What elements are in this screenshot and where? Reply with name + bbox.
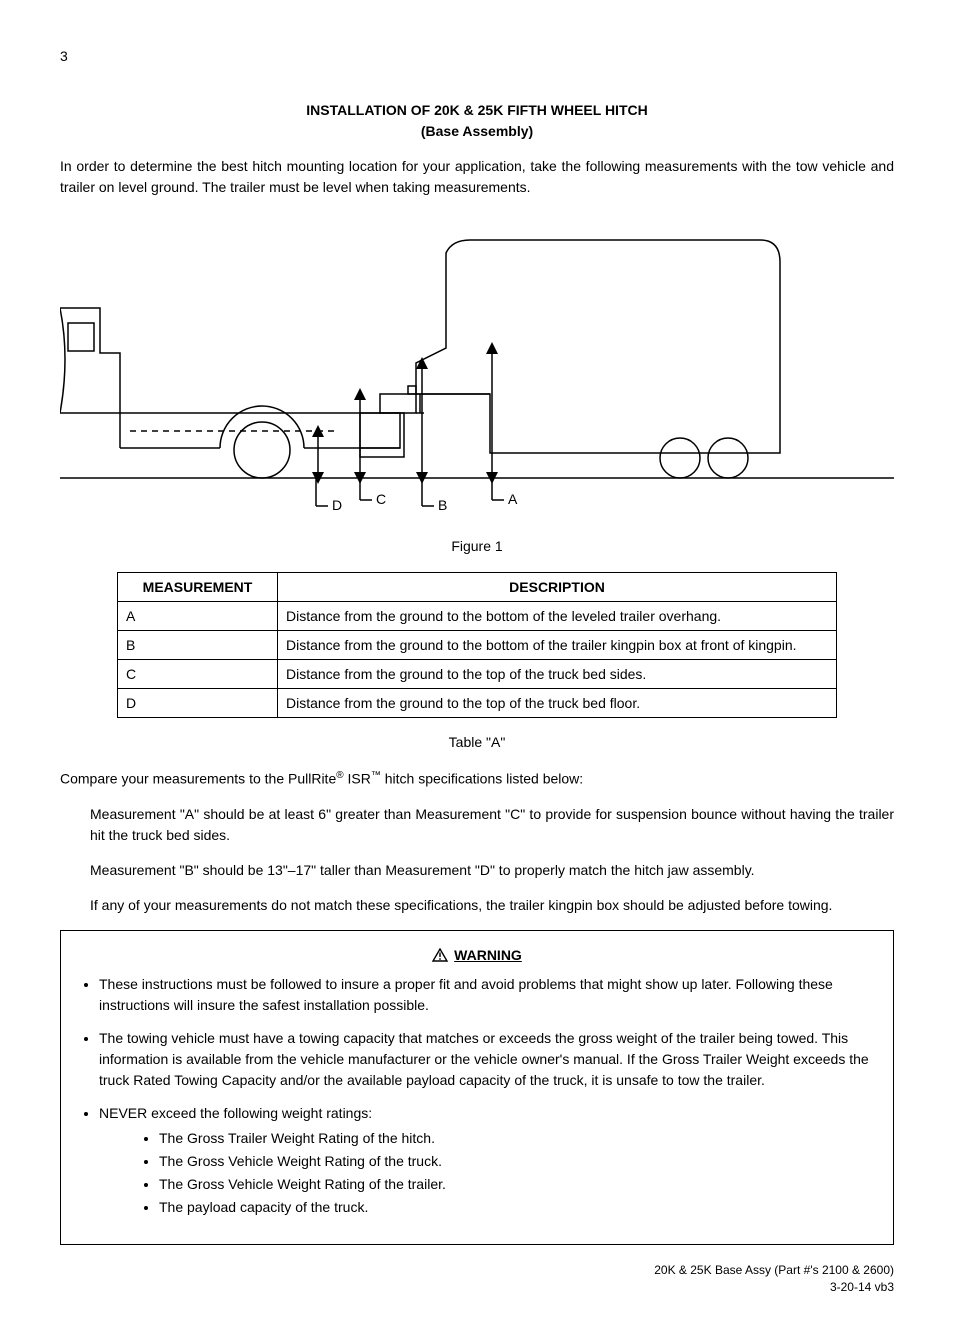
footer-line-2: 3-20-14 vb3 [654,1279,894,1296]
compare-bullet-2: Measurement "B" should be 13"–17" taller… [60,860,894,881]
page-title: INSTALLATION OF 20K & 25K FIFTH WHEEL HI… [60,100,894,142]
measure-label-c: C [376,491,386,507]
warning-heading: WARNING [79,945,875,966]
measure-label-b: B [438,497,447,513]
measure-label-d: D [332,497,342,513]
page-number-top: 3 [60,48,68,64]
warning-triangle-icon [432,948,448,962]
page-footer: 20K & 25K Base Assy (Part #'s 2100 & 260… [654,1262,894,1296]
warning-box: WARNING These instructions must be follo… [60,930,894,1245]
cell-desc: Distance from the ground to the top of t… [278,689,837,718]
th-description: DESCRIPTION [278,573,837,602]
compare-heading: Compare your measurements to the PullRit… [60,768,894,790]
footer-line-1: 20K & 25K Base Assy (Part #'s 2100 & 260… [654,1262,894,1279]
warning-bullet: The towing vehicle must have a towing ca… [99,1028,875,1091]
table-header-row: MEASUREMENT DESCRIPTION [118,573,837,602]
cell-measure: A [118,602,278,631]
cell-desc: Distance from the ground to the bottom o… [278,602,837,631]
th-measurement: MEASUREMENT [118,573,278,602]
compare-bullet-3: If any of your measurements do not match… [60,895,894,916]
warning-bullet: These instructions must be followed to i… [99,974,875,1016]
compare-heading-part1: Compare your measurements to the PullRit… [60,771,336,787]
intro-paragraph: In order to determine the best hitch mou… [60,156,894,198]
figure-caption: Figure 1 [60,538,894,554]
cell-measure: D [118,689,278,718]
warning-sub-bullet: The payload capacity of the truck. [159,1197,875,1218]
title-line-2: (Base Assembly) [421,123,533,139]
trademark-mark: ™ [371,770,381,781]
cell-desc: Distance from the ground to the bottom o… [278,631,837,660]
compare-heading-part2: ISR [344,771,371,787]
warning-sub-bullet: The Gross Vehicle Weight Rating of the t… [159,1151,875,1172]
page-root: 3 INSTALLATION OF 20K & 25K FIFTH WHEEL … [0,0,954,1336]
measurement-table-wrap: MEASUREMENT DESCRIPTION A Distance from … [60,572,894,718]
table-row: B Distance from the ground to the bottom… [118,631,837,660]
warning-sub-bullet-list: The Gross Trailer Weight Rating of the h… [99,1128,875,1218]
warning-label: WARNING [454,947,522,963]
table-row: A Distance from the ground to the bottom… [118,602,837,631]
warning-bullet-list: These instructions must be followed to i… [79,974,875,1218]
warning-bullet: NEVER exceed the following weight rating… [99,1103,875,1218]
warning-sub-bullet: The Gross Vehicle Weight Rating of the t… [159,1174,875,1195]
warning-sub-bullet: The Gross Trailer Weight Rating of the h… [159,1128,875,1149]
table-row: D Distance from the ground to the top of… [118,689,837,718]
measure-label-a: A [508,491,518,507]
table-row: C Distance from the ground to the top of… [118,660,837,689]
cell-desc: Distance from the ground to the top of t… [278,660,837,689]
cell-measure: C [118,660,278,689]
figure-1: D C B A [60,218,894,528]
title-line-1: INSTALLATION OF 20K & 25K FIFTH WHEEL HI… [306,102,647,118]
table-caption: Table "A" [60,734,894,750]
registered-mark: ® [336,770,343,781]
cell-measure: B [118,631,278,660]
measurement-table: MEASUREMENT DESCRIPTION A Distance from … [117,572,837,718]
compare-heading-part3: hitch specifications listed below: [381,771,583,787]
warning-bullet-text: NEVER exceed the following weight rating… [99,1105,372,1121]
truck-trailer-diagram: D C B A [60,218,894,518]
compare-bullet-1: Measurement "A" should be at least 6" gr… [60,804,894,846]
